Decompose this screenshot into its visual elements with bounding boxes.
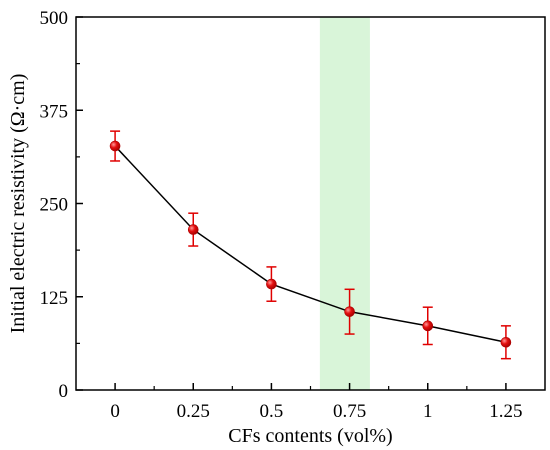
data-point <box>266 278 277 290</box>
plot-frame <box>75 16 546 391</box>
series-line <box>114 145 507 343</box>
x-tick-label: 0.25 <box>177 401 210 422</box>
x-tick-label: 0.5 <box>260 401 284 422</box>
y-tick-label: 375 <box>40 101 69 122</box>
x-tick-label: 0.75 <box>333 401 366 422</box>
y-tick-label: 500 <box>40 8 69 29</box>
x-tick-label: 0 <box>110 401 120 422</box>
data-points <box>109 140 512 348</box>
data-point <box>344 306 355 317</box>
x-tick-label: 1.25 <box>489 401 522 422</box>
error-bars <box>110 130 511 360</box>
y-axis-ticks: 0 125 250 375 500 <box>40 8 83 402</box>
data-point <box>109 140 121 152</box>
y-axis-label: Initial electric resistivity (Ω·cm) <box>7 74 29 334</box>
x-tick-label: 1 <box>423 401 433 422</box>
y-tick-label: 125 <box>40 288 69 309</box>
highlight-band <box>319 17 370 390</box>
data-point <box>422 320 434 332</box>
x-axis-ticks: 0 0.25 0.5 0.75 1 1.25 <box>110 383 523 422</box>
x-axis-label: CFs contents (vol%) <box>228 425 392 447</box>
y-tick-label: 250 <box>40 195 69 216</box>
data-point <box>187 224 199 235</box>
y-tick-label: 0 <box>59 381 69 402</box>
data-point <box>500 336 512 348</box>
